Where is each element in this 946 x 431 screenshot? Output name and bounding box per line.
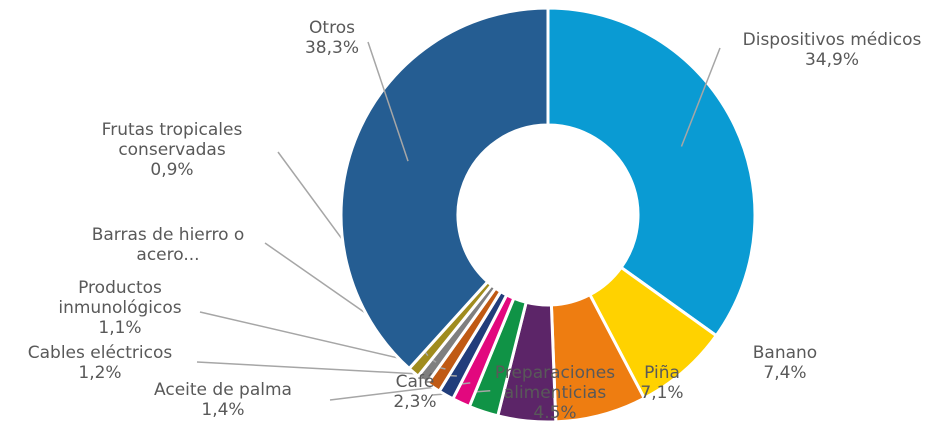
category-label: Barras de hierro o acero... — [91, 225, 245, 265]
slice-label: Piña 7,1% — [632, 363, 692, 403]
category-label: Frutas tropicales conservadas — [101, 120, 243, 160]
category-label: Productos inmunológicos — [58, 278, 182, 318]
slice-label: Café 2,3% — [385, 372, 445, 412]
category-label: Otros — [309, 18, 355, 38]
value-label: 2,3% — [393, 392, 437, 412]
category-label: Cables eléctricos — [27, 343, 173, 363]
category-label: Dispositivos médicos — [742, 30, 922, 50]
value-label: 34,9% — [804, 50, 859, 70]
value-label: 38,3% — [304, 38, 359, 58]
category-label: Aceite de palma — [154, 380, 292, 400]
leader-line — [367, 41, 409, 162]
slice-label: Preparaciones alimenticias 4.5% — [470, 363, 640, 423]
slice-label: Barras de hierro o acero... — [68, 225, 268, 265]
value-label: 0,9% — [150, 160, 194, 180]
slice — [339, 6, 550, 371]
slice-label: Banano 7,4% — [735, 343, 835, 383]
category-label: Preparaciones alimenticias — [494, 363, 616, 403]
category-label: Piña — [644, 363, 680, 383]
slice-label: Otros 38,3% — [292, 18, 372, 58]
category-label: Banano — [752, 343, 818, 363]
value-label: 1,1% — [98, 318, 142, 338]
slice-label: Productos inmunológicos 1,1% — [15, 278, 225, 338]
slice-label: Frutas tropicales conservadas 0,9% — [72, 120, 272, 180]
slice-label: Cables eléctricos 1,2% — [5, 343, 195, 383]
value-label: 4.5% — [533, 403, 577, 423]
value-label: 7,4% — [763, 363, 807, 383]
slice-label: Aceite de palma 1,4% — [133, 380, 313, 420]
value-label: 1,2% — [78, 363, 122, 383]
slice-label: Dispositivos médicos 34,9% — [717, 30, 946, 70]
value-label: 1,4% — [201, 400, 245, 420]
leader-line — [680, 47, 721, 147]
category-label: Café — [395, 372, 435, 392]
value-label: 7,1% — [640, 383, 684, 403]
